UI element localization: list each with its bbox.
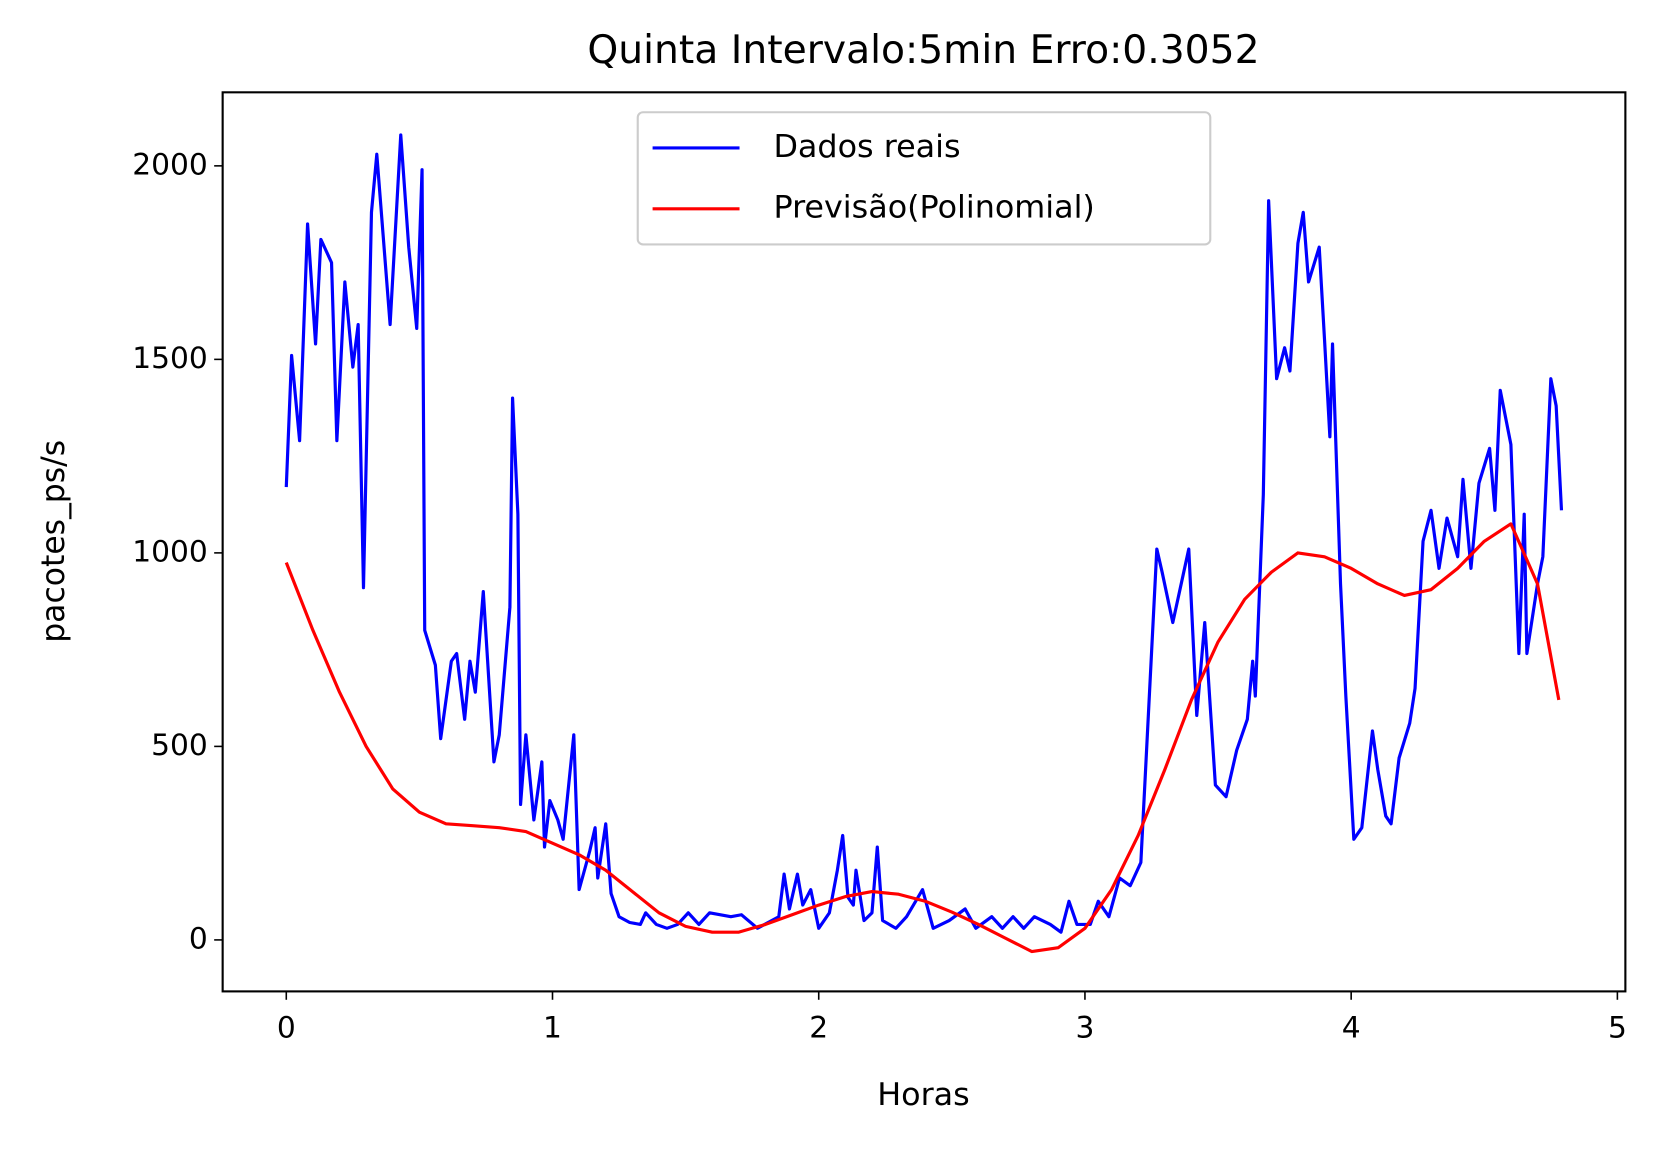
data-line: [284, 522, 1561, 954]
plot-area: [284, 133, 1564, 954]
y-tick-label: 0: [189, 922, 208, 956]
legend-box: [636, 111, 1212, 246]
axes-frame: [221, 91, 1627, 993]
chart-title: Quinta Intervalo:5min Erro:0.3052: [587, 28, 1259, 73]
y-axis-label: pacotes_ps/s: [36, 440, 72, 643]
x-tick-label: 1: [543, 1011, 562, 1045]
x-tick-label: 4: [1342, 1011, 1361, 1045]
y-tick-label: 2000: [132, 147, 208, 181]
legend-label: Dados reais: [773, 129, 960, 165]
x-tick-label: 0: [277, 1011, 296, 1045]
y-tick-label: 1500: [132, 341, 208, 375]
x-axis-label: Horas: [877, 1077, 969, 1113]
y-tick-label: 1000: [132, 534, 208, 568]
x-tick-label: 2: [809, 1011, 828, 1045]
data-line: [284, 133, 1564, 934]
y-tick-label: 500: [151, 728, 208, 762]
x-tick-label: 3: [1076, 1011, 1095, 1045]
legend-label: Previsão(Polinomial): [773, 190, 1094, 226]
x-tick-label: 5: [1608, 1011, 1627, 1045]
